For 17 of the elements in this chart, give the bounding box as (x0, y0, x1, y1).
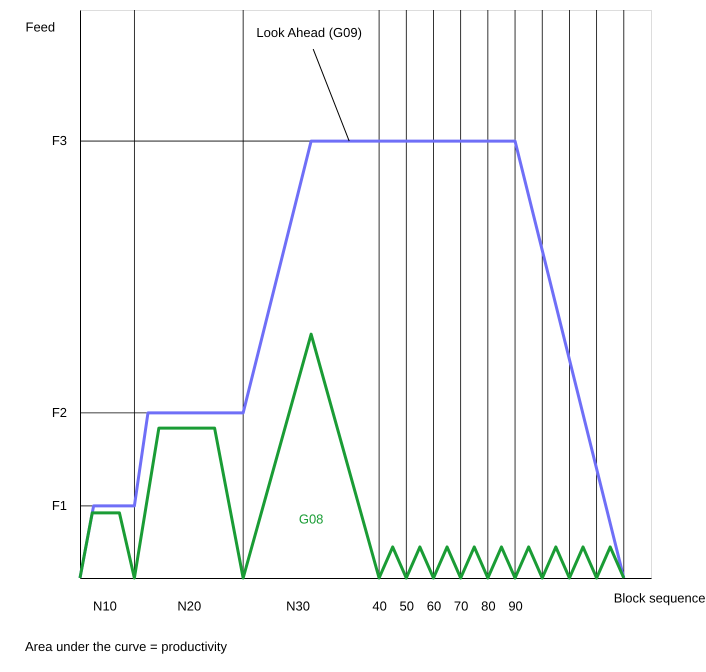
ref-line-label: F1 (52, 498, 67, 513)
x-tick-label: 40 (372, 598, 387, 614)
x-tick-label: N30 (286, 598, 310, 614)
ref-line-label: F3 (52, 133, 67, 148)
x-tick-label: 50 (400, 598, 414, 614)
x-tick-label: 60 (426, 598, 442, 614)
y-axis-title: Feed (26, 20, 56, 34)
text: G08 (298, 511, 324, 526)
x-tick-label: 70 (454, 598, 468, 614)
ref-line-label: F2 (52, 404, 67, 420)
text: Area under the curve = productivity (25, 639, 228, 654)
x-tick-label: N10 (93, 598, 117, 614)
x-tick-label: N20 (177, 598, 202, 614)
annotation: Look Ahead (G09) (256, 25, 362, 40)
x-tick-label: 80 (481, 598, 496, 614)
x-tick-label: 90 (508, 598, 523, 614)
x-axis-title: Block sequence (614, 590, 706, 606)
